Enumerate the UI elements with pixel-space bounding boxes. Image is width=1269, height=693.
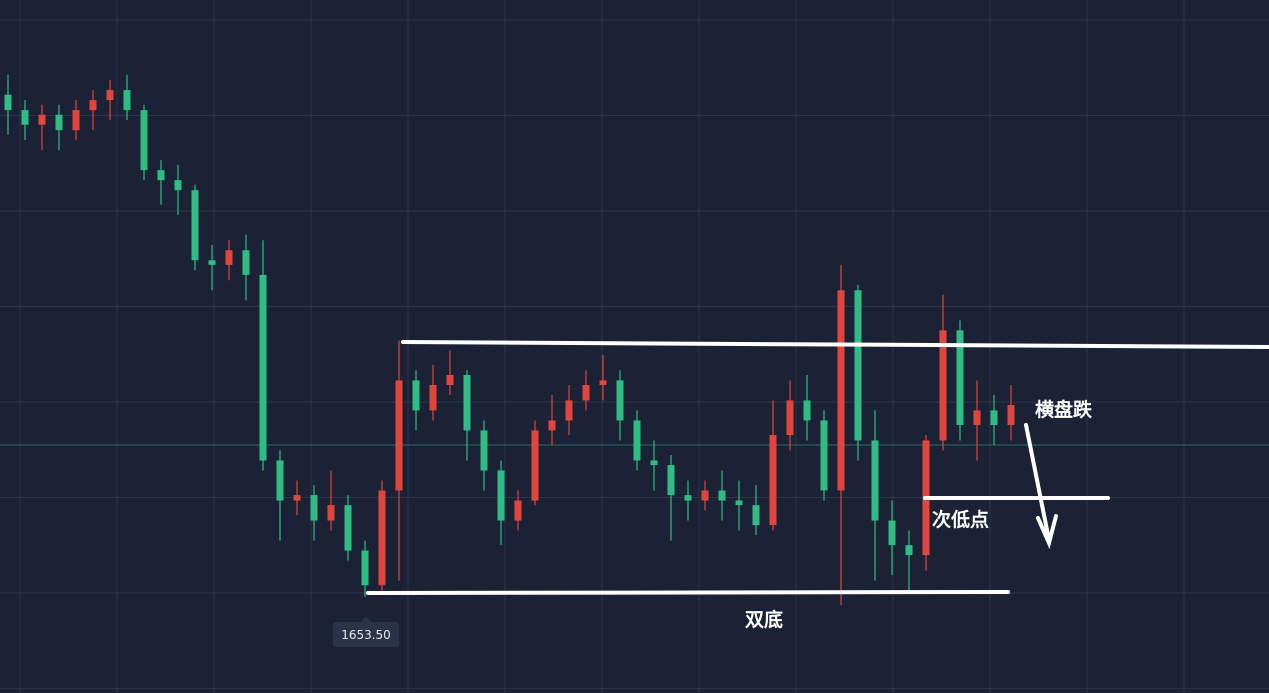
low-label: 1653.50: [341, 628, 391, 642]
candle-body: [497, 470, 505, 521]
candle-body: [786, 400, 794, 436]
candle-body: [905, 545, 913, 556]
candle-body: [718, 490, 726, 501]
candle-body: [701, 490, 709, 501]
candle-body: [446, 374, 454, 385]
candle-body: [973, 410, 981, 426]
candle-body: [854, 290, 862, 441]
candle-body: [956, 330, 964, 426]
candle-body: [429, 385, 437, 411]
candle-body: [378, 490, 386, 586]
candle-body: [735, 500, 743, 506]
double-bottom-line: [366, 590, 1010, 595]
candle-body: [89, 100, 97, 111]
candle-body: [463, 374, 471, 431]
candle-body: [582, 385, 590, 401]
candle-body: [990, 410, 998, 426]
candle-body: [4, 94, 12, 111]
candle-body: [21, 110, 29, 125]
candle-body: [310, 495, 318, 521]
candle-body: [242, 250, 250, 275]
candle-body: [888, 520, 896, 546]
candle-body: [616, 380, 624, 421]
candle-body: [395, 380, 403, 491]
candle-body: [412, 380, 420, 411]
candle-body: [650, 460, 658, 466]
candle-body: [820, 420, 828, 491]
candle-body: [565, 400, 573, 421]
low-label-pointer: [361, 616, 371, 622]
candle-body: [548, 420, 556, 431]
candle-body: [531, 430, 539, 501]
candle-body: [752, 505, 760, 526]
arrow-head: [1036, 514, 1058, 550]
candle-body: [769, 435, 777, 526]
candle-body: [514, 500, 522, 521]
annotation-lines: [366, 340, 1269, 595]
candle-body: [480, 430, 488, 471]
annotation: 双底: [745, 608, 783, 631]
candle-body: [106, 90, 114, 101]
candle-body: [72, 110, 80, 131]
candle-body: [55, 114, 63, 131]
candle-body: [327, 505, 335, 521]
candle-body: [1007, 405, 1015, 426]
candle-body: [361, 550, 369, 586]
candle-body: [140, 110, 148, 171]
annotation: 横盘跌: [1035, 398, 1093, 421]
candle-body: [38, 114, 46, 125]
candle-body: [225, 250, 233, 265]
candle-body: [344, 505, 352, 551]
candle-body: [599, 380, 607, 385]
candle-body: [633, 420, 641, 461]
candle-body: [667, 465, 675, 496]
candle-body: [191, 190, 199, 261]
candle-body: [208, 260, 216, 265]
candle-body: [837, 290, 845, 491]
candle-body: [276, 460, 284, 501]
resistance-line: [401, 340, 1269, 349]
candle-body: [293, 495, 301, 501]
candle-body: [939, 330, 947, 441]
candle-body: [259, 274, 267, 461]
candle-body: [174, 180, 182, 191]
candle-body: [871, 440, 879, 521]
candle-body: [157, 170, 165, 181]
annotation: 次低点: [932, 508, 989, 531]
candle-body: [123, 90, 131, 111]
candle-body: [803, 400, 811, 421]
down-arrow: [1024, 423, 1051, 542]
low-label-box: [333, 622, 399, 647]
candle-body: [684, 495, 692, 501]
